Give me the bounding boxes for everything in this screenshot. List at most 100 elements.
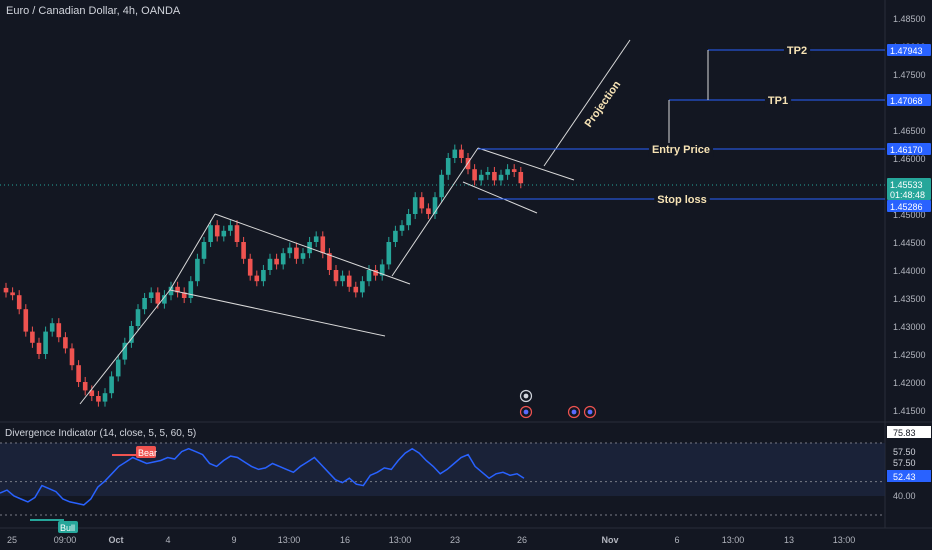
price-tick: 1.44500 bbox=[893, 238, 926, 248]
time-tick: Nov bbox=[601, 535, 618, 545]
event-icon-dot bbox=[523, 409, 529, 415]
candle-body bbox=[201, 242, 207, 259]
current-price-tag-bg bbox=[887, 178, 931, 200]
indicator-title: Divergence Indicator (14, close, 5, 5, 6… bbox=[5, 428, 197, 439]
rsi-band bbox=[0, 443, 885, 496]
candle-body bbox=[36, 342, 42, 354]
time-tick: 13 bbox=[784, 535, 794, 545]
candle-body bbox=[445, 158, 451, 175]
candle-body bbox=[518, 172, 524, 184]
candle-body bbox=[498, 174, 504, 181]
candle-body bbox=[267, 258, 273, 270]
trend-line bbox=[462, 181, 538, 214]
economic-event-icon[interactable] bbox=[567, 405, 581, 419]
price-tick: 1.43000 bbox=[893, 322, 926, 332]
rsi-upper2-tag: 57.50 bbox=[893, 458, 916, 468]
candle-body bbox=[472, 169, 477, 181]
trend-line bbox=[543, 39, 631, 167]
rsi-current-tag-bg bbox=[887, 470, 931, 482]
candle-body bbox=[109, 376, 114, 394]
candle-body bbox=[274, 258, 279, 265]
candle-body bbox=[379, 264, 385, 276]
entry-price-tag: 1.46170 bbox=[890, 145, 923, 155]
candle-body bbox=[129, 326, 134, 343]
candle-body bbox=[228, 225, 233, 231]
rsi-upper-tag: 57.50 bbox=[893, 447, 916, 457]
candle-body bbox=[333, 270, 339, 282]
time-tick: 16 bbox=[340, 535, 350, 545]
candle-body bbox=[43, 331, 48, 354]
candle-body bbox=[406, 214, 411, 226]
candle-body bbox=[485, 172, 491, 175]
rsi-top-tag: 75.83 bbox=[893, 428, 916, 438]
candle-body bbox=[373, 270, 378, 276]
tp1-price-tag: 1.47068 bbox=[890, 96, 923, 106]
countdown-tag: 01:48:48 bbox=[890, 190, 925, 200]
time-tick: Oct bbox=[108, 535, 123, 545]
candle-body bbox=[300, 253, 306, 259]
candle-body bbox=[327, 253, 332, 270]
event-icon-dot bbox=[571, 409, 577, 415]
lightning-event-icon[interactable] bbox=[519, 389, 533, 403]
candle-body bbox=[261, 270, 266, 282]
candle-body bbox=[426, 208, 431, 214]
candle-body bbox=[175, 286, 180, 293]
candle-body bbox=[452, 149, 458, 158]
tp1-label: TP1 bbox=[768, 95, 788, 107]
tp2-label: TP2 bbox=[787, 45, 807, 57]
stop-loss-label: Stop loss bbox=[657, 194, 707, 206]
candle-body bbox=[386, 242, 392, 265]
candle-body bbox=[76, 365, 81, 382]
candle-body bbox=[82, 382, 88, 391]
tp2-label-bg bbox=[783, 44, 811, 58]
tp2-price-tag-bg bbox=[887, 44, 931, 56]
trend-line bbox=[79, 289, 171, 405]
time-tick: 13:00 bbox=[389, 535, 412, 545]
stop-loss-label-bg bbox=[654, 193, 710, 207]
candle-body bbox=[360, 281, 365, 293]
candle-body bbox=[195, 258, 200, 282]
candle-body bbox=[492, 172, 497, 181]
candle-body bbox=[96, 396, 101, 402]
trend-line bbox=[214, 213, 411, 285]
candle-body bbox=[280, 253, 286, 265]
candle-body bbox=[148, 292, 154, 298]
time-tick: 26 bbox=[517, 535, 527, 545]
trend-line bbox=[477, 147, 575, 181]
candle-body bbox=[254, 275, 260, 282]
entry-price-tag-bg bbox=[887, 143, 931, 155]
candle-body bbox=[181, 292, 187, 298]
candle-body bbox=[221, 230, 227, 237]
candle-body bbox=[459, 149, 464, 158]
price-tick: 1.46000 bbox=[893, 154, 926, 164]
candle-body bbox=[3, 287, 9, 293]
candle-body bbox=[234, 225, 240, 242]
economic-event-icon[interactable] bbox=[519, 405, 533, 419]
time-tick: 6 bbox=[674, 535, 679, 545]
price-tick: 1.48500 bbox=[893, 14, 926, 24]
candle-body bbox=[63, 337, 68, 349]
candle-body bbox=[393, 230, 398, 242]
candle-body bbox=[439, 174, 444, 198]
candle-body bbox=[142, 298, 147, 310]
candle-body bbox=[432, 197, 438, 214]
candle-body bbox=[49, 323, 55, 332]
bear-label: Bear bbox=[138, 448, 157, 458]
symbol-title: Euro / Canadian Dollar, 4h, OANDA bbox=[6, 5, 181, 17]
candle-body bbox=[247, 258, 253, 276]
candle-body bbox=[511, 169, 517, 172]
entry-label: Entry Price bbox=[652, 144, 710, 156]
bear-label-bg bbox=[136, 446, 156, 458]
candle-body bbox=[346, 275, 352, 287]
time-tick: 23 bbox=[450, 535, 460, 545]
stop-price-tag-bg bbox=[887, 200, 931, 212]
entry-label-bg bbox=[648, 143, 714, 157]
candle-body bbox=[122, 342, 128, 360]
economic-event-icon[interactable] bbox=[583, 405, 597, 419]
time-tick: 13:00 bbox=[833, 535, 856, 545]
candle-body bbox=[340, 275, 345, 282]
candle-body bbox=[399, 225, 405, 231]
rsi-lower-tag: 40.00 bbox=[893, 491, 916, 501]
